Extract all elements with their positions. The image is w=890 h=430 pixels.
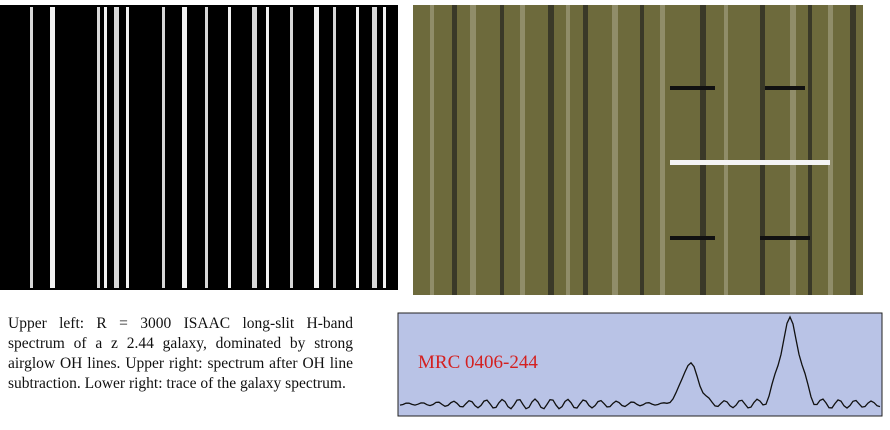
trace-bright xyxy=(670,160,830,165)
oh-line xyxy=(372,7,377,288)
trace-dark xyxy=(765,86,805,90)
raw-spectrum-image xyxy=(0,5,398,290)
oh-line xyxy=(314,7,319,288)
stripe xyxy=(700,5,706,295)
oh-line xyxy=(205,7,208,288)
trace-dark xyxy=(670,236,715,240)
stripe xyxy=(724,5,728,295)
oh-line xyxy=(104,7,107,288)
stripe xyxy=(566,5,570,295)
trace-dark xyxy=(760,236,810,240)
caption: Upper left: R = 3000 ISAAC long-slit H-b… xyxy=(8,314,353,394)
stripe xyxy=(660,5,665,295)
oh-line xyxy=(252,7,257,288)
stripe xyxy=(760,5,765,295)
stripe xyxy=(500,5,504,295)
oh-line xyxy=(228,7,231,288)
trace-dark xyxy=(670,86,715,90)
oh-line xyxy=(290,7,293,288)
oh-line xyxy=(97,7,100,288)
stripe xyxy=(583,5,588,295)
oh-line xyxy=(30,7,33,288)
oh-line xyxy=(266,7,269,288)
stripe xyxy=(850,5,856,295)
oh-line xyxy=(182,7,187,288)
stripe xyxy=(452,5,457,295)
oh-line xyxy=(162,7,165,288)
stripe xyxy=(640,5,644,295)
stripe xyxy=(612,5,618,295)
oh-line xyxy=(114,7,119,288)
oh-line xyxy=(126,7,129,288)
oh-line xyxy=(333,7,336,288)
stripe xyxy=(430,5,434,295)
stripe xyxy=(808,5,812,295)
stripe xyxy=(470,5,476,295)
stripe xyxy=(520,5,525,295)
page: MRC 0406-244 Upper left: R = 3000 ISAAC … xyxy=(0,0,890,430)
stripe xyxy=(790,5,796,295)
oh-line xyxy=(50,7,55,288)
stripe xyxy=(548,5,554,295)
plot-label: MRC 0406-244 xyxy=(418,352,538,373)
stripe xyxy=(828,5,833,295)
oh-line xyxy=(356,7,359,288)
oh-line xyxy=(383,7,386,288)
